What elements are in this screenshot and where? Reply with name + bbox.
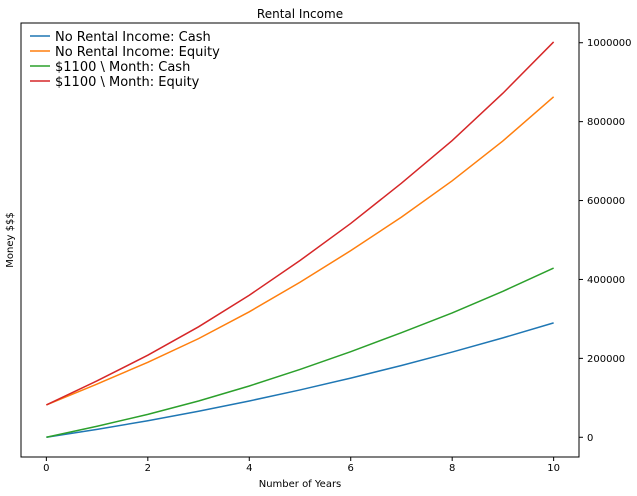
x-axis: 0 2 4 6 8 10 <box>43 457 560 474</box>
y-tick-label: 200000 <box>587 354 625 365</box>
y-axis-title: Money $$$ <box>5 212 16 267</box>
chart-title: Rental Income <box>257 7 343 21</box>
y-tick-label: 0 <box>587 433 593 444</box>
y-tick-label: 1000000 <box>587 38 632 49</box>
series-line-1 <box>46 322 554 439</box>
y-tick-label: 400000 <box>587 275 625 286</box>
legend-entry-1: No Rental Income: Cash <box>55 30 211 45</box>
y-tick-label: 800000 <box>587 117 625 128</box>
legend-entry-4: $1100 \ Month: Equity <box>55 75 200 90</box>
x-axis-title: Number of Years <box>259 479 342 490</box>
series-line-2 <box>46 96 555 406</box>
x-tick-label: 4 <box>246 463 252 474</box>
x-tick-label: 10 <box>547 463 560 474</box>
x-tick-label: 6 <box>348 463 354 474</box>
series-line-4 <box>46 41 555 406</box>
plot-frame <box>20 22 580 458</box>
y-tick-label: 600000 <box>587 196 625 207</box>
x-tick-label: 8 <box>449 463 455 474</box>
series-layer <box>46 41 555 439</box>
legend-entry-3: $1100 \ Month: Cash <box>55 60 190 75</box>
x-tick-label: 2 <box>145 463 151 474</box>
series-line-3 <box>46 267 554 439</box>
x-tick-label: 0 <box>43 463 49 474</box>
y-axis: 0 200000 400000 600000 800000 1000000 <box>579 38 632 444</box>
legend-entry-2: No Rental Income: Equity <box>55 45 220 60</box>
